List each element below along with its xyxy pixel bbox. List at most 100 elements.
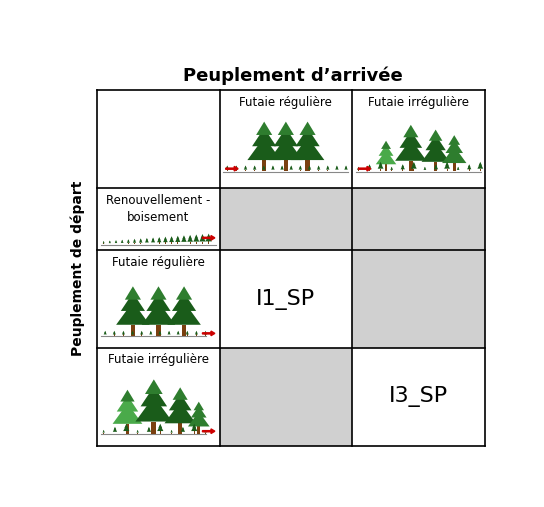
Polygon shape (102, 430, 105, 432)
Polygon shape (181, 427, 185, 432)
Polygon shape (280, 166, 284, 170)
FancyArrow shape (202, 429, 215, 433)
Polygon shape (187, 236, 193, 242)
Polygon shape (158, 237, 160, 240)
Polygon shape (263, 165, 265, 168)
Bar (182, 325, 186, 336)
Polygon shape (169, 237, 174, 242)
Polygon shape (159, 331, 161, 333)
Bar (300, 170, 301, 171)
Polygon shape (186, 332, 189, 335)
Polygon shape (146, 293, 171, 311)
Polygon shape (109, 241, 111, 243)
Polygon shape (289, 166, 293, 170)
Polygon shape (376, 150, 397, 164)
Polygon shape (103, 241, 104, 243)
Bar (178, 423, 182, 433)
Polygon shape (318, 165, 320, 168)
Polygon shape (137, 430, 138, 431)
Polygon shape (262, 166, 265, 170)
Bar (197, 426, 200, 433)
Text: Futaie irrégulière: Futaie irrégulière (108, 353, 209, 367)
Bar (380, 169, 381, 171)
Polygon shape (201, 234, 205, 238)
Polygon shape (141, 302, 175, 325)
Bar (263, 170, 264, 171)
Polygon shape (123, 425, 129, 431)
Polygon shape (234, 166, 238, 170)
Polygon shape (300, 122, 316, 135)
Polygon shape (113, 404, 143, 424)
Bar (196, 242, 197, 244)
Polygon shape (367, 165, 372, 169)
Polygon shape (368, 164, 371, 167)
Polygon shape (195, 234, 198, 239)
Polygon shape (125, 286, 141, 300)
Polygon shape (157, 425, 163, 431)
Polygon shape (206, 235, 212, 241)
Polygon shape (299, 165, 301, 168)
Polygon shape (170, 430, 173, 432)
Bar (202, 241, 203, 244)
Polygon shape (448, 135, 460, 145)
Polygon shape (146, 238, 148, 241)
Polygon shape (127, 239, 129, 241)
Polygon shape (139, 239, 143, 243)
Bar (245, 170, 246, 171)
Polygon shape (121, 240, 123, 241)
Polygon shape (170, 236, 173, 240)
Polygon shape (151, 286, 166, 300)
Bar (284, 160, 288, 171)
Bar (480, 169, 481, 171)
Polygon shape (248, 137, 281, 160)
Polygon shape (113, 332, 116, 335)
Polygon shape (281, 165, 283, 168)
Bar (194, 431, 195, 433)
Polygon shape (326, 166, 330, 170)
Polygon shape (133, 239, 135, 241)
Polygon shape (424, 167, 426, 170)
Polygon shape (244, 166, 248, 170)
Polygon shape (381, 141, 391, 149)
Polygon shape (103, 241, 104, 242)
Polygon shape (308, 166, 311, 170)
Polygon shape (109, 240, 110, 242)
Polygon shape (140, 386, 167, 407)
Polygon shape (151, 238, 155, 242)
Polygon shape (357, 167, 359, 168)
Polygon shape (391, 167, 392, 168)
Polygon shape (140, 238, 142, 241)
Polygon shape (411, 163, 417, 169)
Polygon shape (317, 166, 320, 170)
Polygon shape (164, 237, 167, 240)
Polygon shape (145, 379, 163, 394)
Polygon shape (226, 166, 229, 170)
Text: I3_SP: I3_SP (389, 386, 448, 408)
Polygon shape (399, 131, 422, 148)
Bar (156, 325, 160, 336)
Polygon shape (187, 331, 188, 333)
Polygon shape (272, 165, 274, 168)
Bar (352, 188, 485, 250)
Polygon shape (444, 163, 450, 169)
Polygon shape (150, 331, 152, 333)
Polygon shape (152, 237, 154, 240)
Polygon shape (308, 165, 311, 168)
Polygon shape (434, 165, 438, 169)
Polygon shape (135, 396, 172, 421)
Polygon shape (147, 427, 151, 432)
Polygon shape (177, 331, 179, 333)
Polygon shape (127, 240, 130, 243)
Polygon shape (290, 165, 292, 168)
Polygon shape (117, 395, 138, 412)
Polygon shape (172, 387, 188, 400)
Bar (220, 348, 352, 446)
Polygon shape (468, 164, 471, 167)
Bar (309, 170, 310, 171)
Polygon shape (182, 235, 186, 239)
Polygon shape (149, 332, 152, 335)
Bar (413, 169, 415, 171)
Polygon shape (390, 167, 393, 170)
Bar (236, 170, 237, 171)
Polygon shape (116, 302, 150, 325)
